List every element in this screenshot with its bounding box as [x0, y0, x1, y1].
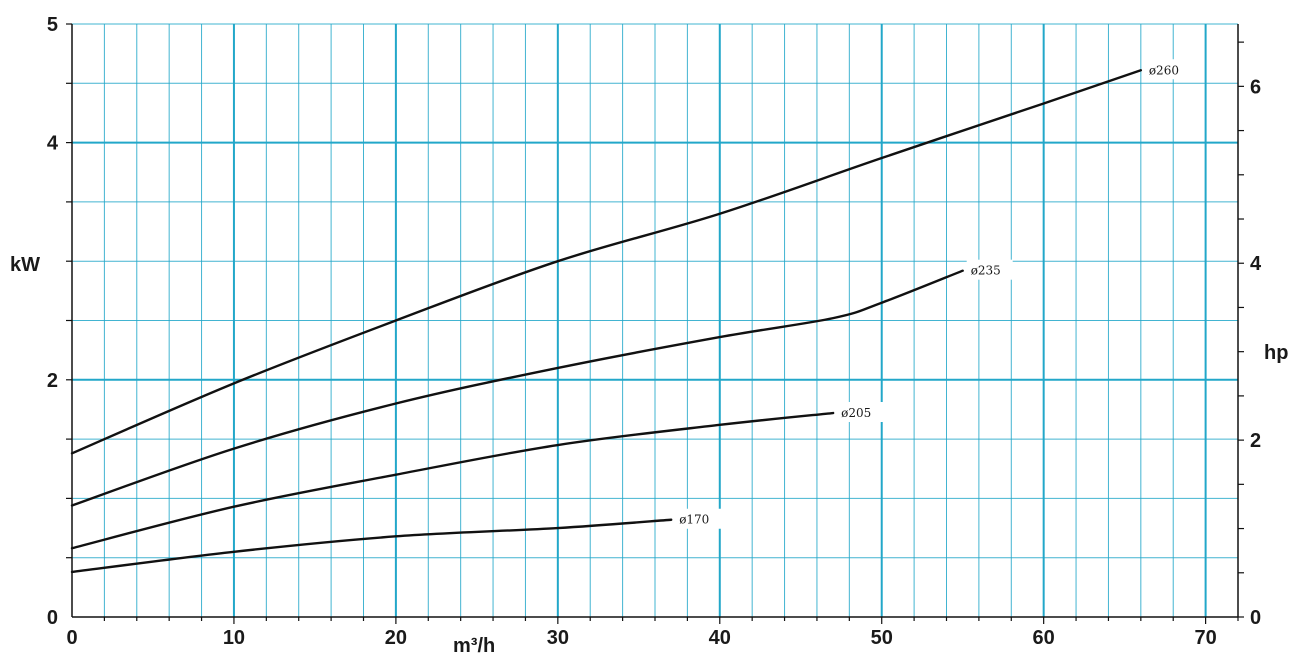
y-tick-label: 2	[47, 370, 58, 392]
y2-tick-label: 2	[1250, 430, 1261, 452]
y2-axis-label: hp	[1264, 342, 1288, 364]
curve-series-0	[70, 69, 1143, 455]
y-axis-label: kW	[10, 254, 40, 276]
grid	[66, 23, 1244, 624]
x-tick-label: 10	[223, 627, 245, 649]
y-tick-label: 4	[47, 133, 59, 155]
curve-series-2	[70, 411, 835, 550]
x-tick-label: 40	[709, 627, 731, 649]
x-tick-label: 0	[66, 627, 77, 649]
curves: ø260 ø235 ø205 ø170	[70, 59, 1191, 574]
x-tick-label: 60	[1033, 627, 1055, 649]
curve-series-1	[70, 269, 964, 507]
x-tick-label: 30	[547, 627, 569, 649]
curve-label: ø170	[679, 513, 709, 527]
y-tick-label: 0	[47, 607, 58, 629]
curve-series-3	[70, 518, 673, 574]
x-tick-label: 50	[871, 627, 893, 649]
x-axis-label: m³/h	[453, 635, 495, 656]
curve-label-background	[675, 508, 722, 529]
curve-label: ø260	[1149, 63, 1179, 77]
x-tick-label: 70	[1194, 627, 1216, 649]
curve-label: ø235	[971, 264, 1001, 278]
y2-tick-label: 0	[1250, 607, 1261, 629]
x-tick-label: 20	[385, 627, 407, 649]
curve-label-background	[966, 259, 1013, 280]
y-tick-label: 5	[47, 14, 58, 36]
y2-tick-label: 4	[1250, 253, 1262, 275]
curve-label-background	[1144, 59, 1191, 80]
y2-tick-label: 6	[1250, 76, 1261, 98]
curve-label: ø205	[841, 406, 871, 420]
curve-label-background	[837, 402, 884, 423]
